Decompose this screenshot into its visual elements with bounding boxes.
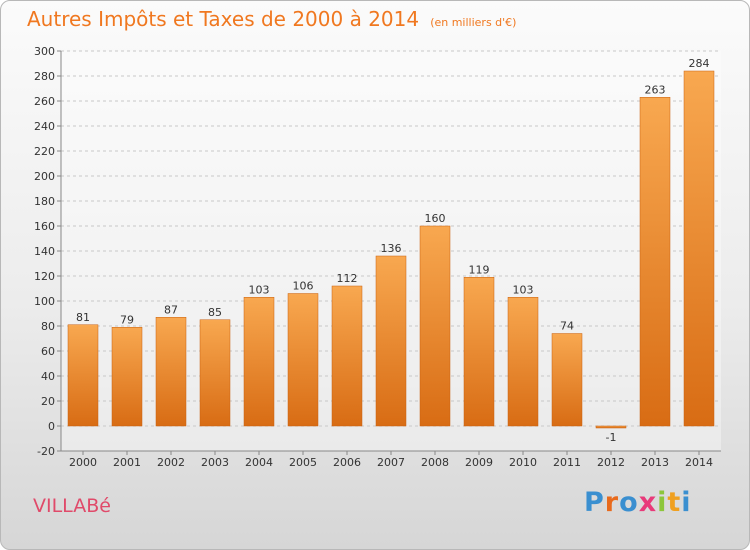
bar	[111, 327, 143, 427]
bar	[595, 425, 627, 429]
x-tick-label: 2001	[113, 456, 141, 469]
x-tick-label: 2002	[157, 456, 185, 469]
bar	[67, 324, 99, 427]
bar-value-label: 87	[164, 303, 178, 316]
place-label: VILLABé	[33, 495, 111, 517]
y-tick-label: 220	[34, 145, 55, 158]
y-tick-label: 300	[34, 45, 55, 58]
x-tick-label: 2000	[69, 456, 97, 469]
logo-letter: x	[638, 487, 658, 518]
bar	[683, 70, 715, 427]
y-tick-label: 280	[34, 70, 55, 83]
y-tick-label: -20	[37, 445, 55, 458]
chart-unit-note: (en milliers d'€)	[430, 16, 517, 29]
y-tick-label: 0	[48, 420, 55, 433]
bar-value-label: 106	[293, 280, 314, 293]
bar-value-label: -1	[606, 431, 617, 444]
bar-value-label: 81	[76, 311, 90, 324]
x-tick-label: 2004	[245, 456, 273, 469]
x-tick-label: 2005	[289, 456, 317, 469]
bar	[639, 97, 671, 427]
y-tick-label: 40	[41, 370, 55, 383]
y-tick-label: 80	[41, 320, 55, 333]
x-tick-label: 2006	[333, 456, 361, 469]
bar	[243, 297, 275, 427]
logo-letter: t	[667, 487, 682, 518]
logo-letter: o	[619, 487, 639, 518]
y-tick-label: 120	[34, 270, 55, 283]
x-tick-label: 2009	[465, 456, 493, 469]
logo-letter: i	[657, 487, 668, 518]
proxiti-logo: Proxiti	[584, 487, 692, 518]
bar-value-label: 112	[337, 272, 358, 285]
x-tick-label: 2003	[201, 456, 229, 469]
y-tick-label: 100	[34, 295, 55, 308]
bar-value-label: 119	[469, 263, 490, 276]
bar	[199, 319, 231, 427]
bar-layer	[67, 70, 715, 429]
y-tick-label: 180	[34, 195, 55, 208]
x-tick-label: 2014	[685, 456, 713, 469]
bar-value-label: 74	[560, 320, 574, 333]
chart-title-text: Autres Impôts et Taxes de 2000 à 2014	[27, 7, 420, 31]
bar-value-label: 103	[513, 283, 534, 296]
chart-title: Autres Impôts et Taxes de 2000 à 2014 (e…	[27, 7, 516, 31]
x-tick-label: 2011	[553, 456, 581, 469]
y-tick-label: 140	[34, 245, 55, 258]
logo-letter: i	[681, 487, 692, 518]
y-tick-label: 20	[41, 395, 55, 408]
x-tick-label: 2008	[421, 456, 449, 469]
x-tick-label: 2010	[509, 456, 537, 469]
bar	[331, 285, 363, 427]
bar-value-label: 284	[689, 57, 710, 70]
bar	[287, 293, 319, 427]
bar	[155, 317, 187, 427]
bar-value-label: 85	[208, 306, 222, 319]
label-layer: -20 0 20 40 60 80 100 120 140 160 180 200 220 240 260 2…	[34, 45, 713, 469]
bar-value-label: 263	[645, 83, 666, 96]
y-tick-label: 260	[34, 95, 55, 108]
x-tick-label: 2013	[641, 456, 669, 469]
x-tick-label: 2007	[377, 456, 405, 469]
x-tick-label: 2012	[597, 456, 625, 469]
bar-value-label: 160	[425, 212, 446, 225]
y-tick-label: 160	[34, 220, 55, 233]
logo-letter: P	[584, 487, 605, 518]
y-tick-label: 60	[41, 345, 55, 358]
y-tick-label: 240	[34, 120, 55, 133]
logo-letter: r	[604, 487, 620, 518]
bar	[419, 225, 451, 427]
bar-value-label: 103	[249, 283, 270, 296]
bar	[507, 297, 539, 427]
bar-value-label: 136	[381, 242, 402, 255]
bar-value-label: 79	[120, 313, 134, 326]
bar	[551, 333, 583, 427]
y-tick-label: 200	[34, 170, 55, 183]
bar	[375, 255, 407, 427]
bar	[463, 277, 495, 427]
